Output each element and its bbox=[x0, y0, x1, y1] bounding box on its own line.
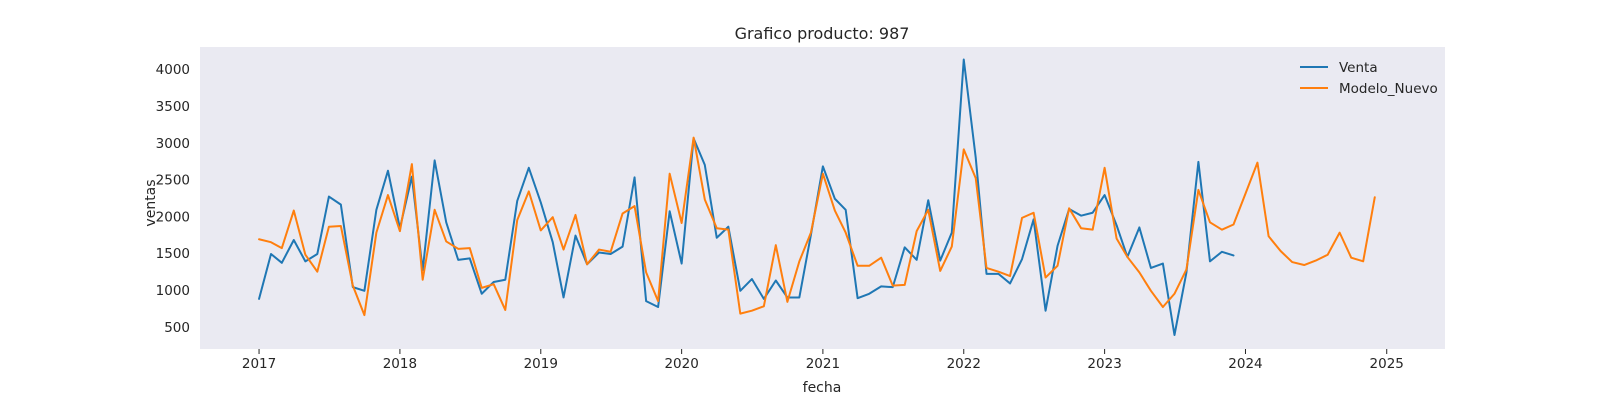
y-axis-label: ventas bbox=[143, 179, 159, 226]
x-axis-label: fecha bbox=[803, 380, 842, 396]
y-tick-label: 2000 bbox=[156, 209, 190, 225]
x-tick-label: 2018 bbox=[383, 356, 417, 372]
y-tick-label: 4000 bbox=[156, 62, 190, 78]
x-tick-label: 2024 bbox=[1228, 356, 1262, 372]
series-lines bbox=[258, 58, 1376, 336]
legend: Venta Modelo_Nuevo bbox=[1300, 60, 1438, 97]
y-axis: 500 1000 1500 2000 2500 3000 3500 4000 bbox=[156, 62, 190, 336]
y-tick-label: 3500 bbox=[156, 99, 190, 115]
y-tick-label: 1000 bbox=[156, 283, 190, 299]
x-tick-label: 2025 bbox=[1370, 356, 1404, 372]
x-tick-label: 2019 bbox=[524, 356, 558, 372]
legend-label-modelo-nuevo: Modelo_Nuevo bbox=[1339, 81, 1438, 97]
x-tick-label: 2017 bbox=[242, 356, 276, 372]
chart-title: Grafico producto: 987 bbox=[735, 24, 910, 43]
y-tick-label: 2500 bbox=[156, 173, 190, 189]
y-tick-label: 500 bbox=[164, 320, 190, 336]
y-tick-label: 1500 bbox=[156, 246, 190, 262]
x-tick-label: 2021 bbox=[806, 356, 840, 372]
y-tick-label: 3000 bbox=[156, 136, 190, 152]
x-axis: 2017 2018 2019 2020 2021 2022 2023 2024 2025 bbox=[242, 349, 1404, 372]
series-line-modelo-nuevo bbox=[258, 136, 1376, 317]
x-tick-label: 2020 bbox=[664, 356, 698, 372]
legend-label-venta: Venta bbox=[1339, 60, 1378, 76]
x-tick-label: 2023 bbox=[1087, 356, 1121, 372]
x-tick-label: 2022 bbox=[947, 356, 981, 372]
